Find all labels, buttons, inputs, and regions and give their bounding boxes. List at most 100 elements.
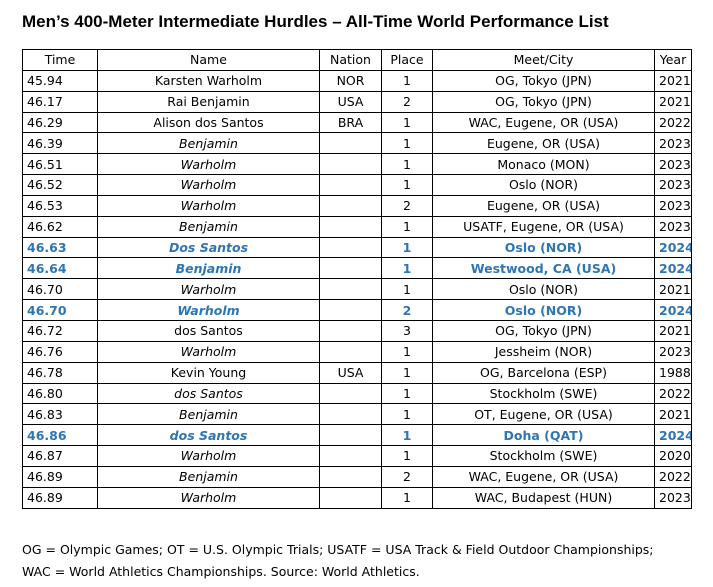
name-cell: dos Santos [97,319,320,342]
place-cell: 1 [381,424,433,447]
year-cell: 2021 [654,69,692,92]
place-cell: 1 [381,403,433,426]
year-cell: 2021 [654,90,692,113]
table-row: 46.87 Warholm 1 Stockholm (SWE) 2020 [22,445,692,467]
name-cell: Warholm [97,278,320,301]
time-cell: 46.62 [22,215,98,238]
time-cell: 46.52 [22,174,98,196]
year-cell: 2024 [654,236,692,259]
name-cell: Benjamin [97,132,320,155]
meet-city-cell: Monaco (MON) [432,153,655,176]
time-cell: 46.80 [22,382,98,405]
time-cell: 46.64 [22,257,98,280]
nation-cell [319,257,382,280]
place-cell: 1 [381,278,433,301]
meet-city-cell: Doha (QAT) [432,424,655,447]
time-cell: 46.17 [22,90,98,113]
place-cell: 2 [381,194,433,217]
column-header-meet-city: Meet/City [432,49,655,71]
nation-cell [319,299,382,321]
table-row: 46.51 Warholm 1 Monaco (MON) 2023 [22,153,692,176]
time-cell: 46.70 [22,299,98,321]
meet-city-cell: Stockholm (SWE) [432,445,655,467]
name-cell: Warholm [97,445,320,467]
year-cell: 2021 [654,278,692,301]
table-row: 46.83 Benjamin 1 OT, Eugene, OR (USA) 2021 [22,403,692,426]
year-cell: 2023 [654,340,692,363]
table-row: 46.39 Benjamin 1 Eugene, OR (USA) 2023 [22,132,692,155]
meet-city-cell: Eugene, OR (USA) [432,132,655,155]
nation-cell [319,424,382,447]
nation-cell [319,215,382,238]
table-row: 46.53 Warholm 2 Eugene, OR (USA) 2023 [22,194,692,217]
name-cell: Benjamin [97,257,320,280]
time-cell: 46.29 [22,111,98,134]
nation-cell [319,132,382,155]
time-cell: 46.87 [22,445,98,467]
year-cell: 2024 [654,257,692,280]
time-cell: 45.94 [22,69,98,92]
year-cell: 2024 [654,424,692,447]
meet-city-cell: OG, Tokyo (JPN) [432,90,655,113]
header-row: Time Name Nation Place Meet/City Year [22,49,692,71]
name-cell: Benjamin [97,215,320,238]
nation-cell [319,319,382,342]
table-row: 46.63 Dos Santos 1 Oslo (NOR) 2024 [22,236,692,259]
year-cell: 2022 [654,382,692,405]
nation-cell: USA [319,361,382,384]
name-cell: Kevin Young [97,361,320,384]
table-row: 46.70 Warholm 2 Oslo (NOR) 2024 [22,299,692,321]
table-row: 46.72 dos Santos 3 OG, Tokyo (JPN) 2021 [22,319,692,342]
name-cell: Dos Santos [97,236,320,259]
table-row: 45.94 Karsten Warholm NOR 1 OG, Tokyo (JPN) 2… [22,69,692,92]
year-cell: 2023 [654,132,692,155]
time-cell: 46.76 [22,340,98,363]
page-title: Men’s 400-Meter Intermediate Hurdles – A… [22,12,609,31]
name-cell: Karsten Warholm [97,69,320,92]
name-cell: Benjamin [97,465,320,488]
meet-city-cell: Westwood, CA (USA) [432,257,655,280]
time-cell: 46.86 [22,424,98,447]
nation-cell [319,153,382,176]
time-cell: 46.78 [22,361,98,384]
nation-cell [319,403,382,426]
column-header-nation: Nation [319,49,382,71]
place-cell: 1 [381,382,433,405]
time-cell: 46.70 [22,278,98,301]
year-cell: 2022 [654,465,692,488]
table-row: 46.86 dos Santos 1 Doha (QAT) 2024 [22,424,692,447]
meet-city-cell: OT, Eugene, OR (USA) [432,403,655,426]
place-cell: 1 [381,69,433,92]
place-cell: 1 [381,257,433,280]
name-cell: dos Santos [97,424,320,447]
meet-city-cell: WAC, Eugene, OR (USA) [432,465,655,488]
nation-cell [319,465,382,488]
place-cell: 1 [381,486,433,509]
year-cell: 2021 [654,403,692,426]
place-cell: 1 [381,111,433,134]
place-cell: 1 [381,340,433,363]
name-cell: Rai Benjamin [97,90,320,113]
table-row: 46.76 Warholm 1 Jessheim (NOR) 2023 [22,340,692,363]
meet-city-cell: OG, Tokyo (JPN) [432,319,655,342]
name-cell: Warholm [97,340,320,363]
column-header-year: Year [654,49,692,71]
year-cell: 2023 [654,174,692,196]
nation-cell [319,174,382,196]
place-cell: 2 [381,465,433,488]
nation-cell [319,340,382,363]
table-row: 46.64 Benjamin 1 Westwood, CA (USA) 2024 [22,257,692,280]
time-cell: 46.53 [22,194,98,217]
place-cell: 1 [381,361,433,384]
nation-cell [319,445,382,467]
performance-table: Time Name Nation Place Meet/City Year 45… [22,49,692,509]
name-cell: Warholm [97,299,320,321]
time-cell: 46.39 [22,132,98,155]
nation-cell: USA [319,90,382,113]
meet-city-cell: Oslo (NOR) [432,174,655,196]
footnote-line-1: OG = Olympic Games; OT = U.S. Olympic Tr… [22,542,654,557]
year-cell: 2024 [654,299,692,321]
year-cell: 2022 [654,111,692,134]
table-row: 46.17 Rai Benjamin USA 2 OG, Tokyo (JPN) 2021 [22,90,692,113]
year-cell: 2023 [654,486,692,509]
